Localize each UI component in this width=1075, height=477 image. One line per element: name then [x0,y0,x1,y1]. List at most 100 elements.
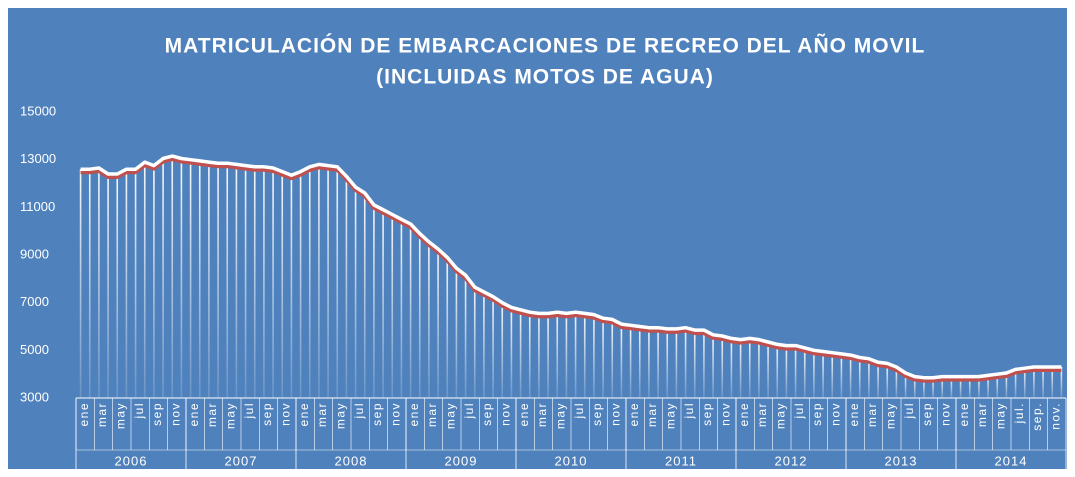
bar [1023,368,1026,398]
bar [666,328,669,398]
bar [308,166,311,398]
x-tick-label: nov [718,402,732,426]
x-tick-label: mar [95,402,109,427]
x-tick-label: jul [132,402,146,420]
bar [483,291,485,398]
x-tick-label: mar [755,402,769,427]
x-tick-label: jul [572,402,586,420]
bar [143,162,146,398]
bar [767,341,769,398]
bar [748,338,751,398]
bar [657,327,659,398]
x-tick-label: nov [938,402,952,426]
bar [712,334,714,398]
x-tick-label: ene [847,402,861,427]
x-tick-label: ene [187,402,201,427]
y-tick-label: 13000 [20,151,56,166]
x-tick-label: mar [975,402,989,427]
bar [620,324,623,398]
bar [923,377,925,398]
x-tick-label: may [443,402,457,429]
x-tick-label: sep [480,402,494,426]
bar [455,268,458,398]
line-shadow [80,157,1062,383]
bar [446,257,449,398]
x-tick-label: sep. [1030,402,1044,431]
bar [1005,372,1008,398]
x-tick-label: nov [388,402,402,426]
bar [868,358,870,398]
bar [189,159,192,398]
bar [428,241,430,398]
bar [611,319,614,398]
year-label: 2009 [445,453,478,468]
bar [822,351,824,398]
y-tick-label: 15000 [20,103,56,118]
bar [803,347,806,398]
bar [327,165,329,398]
bar [895,367,898,398]
bar [758,339,760,398]
bar [272,168,274,398]
bar [263,166,265,398]
bar [98,168,100,398]
bar [547,313,549,398]
x-tick-label: nov [498,402,512,426]
bar [593,314,595,398]
x-tick-label: nov. [1048,402,1062,430]
bar [400,219,403,398]
chart-subtitle: (INCLUIDAS MOTOS DE AGUA) [376,66,714,89]
bar [153,165,155,398]
bar [978,376,980,398]
bar [703,330,705,398]
bar [382,209,384,398]
bar [418,233,421,398]
x-tick-label: ene [407,402,421,427]
bar [1033,367,1035,398]
bar [510,307,513,398]
x-tick-label: sep [590,402,604,426]
bar [88,169,91,398]
x-tick-label: may [993,402,1007,429]
bar [318,164,320,398]
x-tick-label: ene [627,402,641,427]
x-tick-label: ene [77,402,91,427]
x-tick-label: sep [260,402,274,426]
bar [1014,369,1017,398]
bar [208,162,210,398]
x-tick-label: may [883,402,897,429]
bar [583,313,586,398]
x-tick-label: nov [168,402,182,426]
bar [464,275,467,398]
y-tick-label: 11000 [20,199,55,214]
bar [638,326,641,398]
bar [913,376,916,398]
chart-background [8,8,1067,469]
bar [785,345,788,398]
bar [849,355,852,398]
bar [373,204,375,398]
x-tick-label: jul [902,402,916,420]
bar [217,163,219,398]
year-label: 2013 [885,453,918,468]
bar [776,344,779,398]
bar [904,372,907,398]
year-label: 2008 [335,453,368,468]
bar [941,376,944,398]
bar [244,165,247,398]
bar [959,376,962,398]
bar [354,187,357,398]
x-tick-label: sep [700,402,714,426]
bar [281,171,284,398]
bar [831,352,834,398]
year-label: 2006 [115,453,148,468]
x-tick-label: jul. [1012,402,1026,424]
bar [629,325,632,398]
x-tick-label: ene [957,402,971,427]
bar [134,169,137,398]
bar [79,169,82,398]
bar [648,327,650,398]
bar [235,164,238,398]
bar [968,376,971,398]
year-label: 2011 [665,453,697,468]
